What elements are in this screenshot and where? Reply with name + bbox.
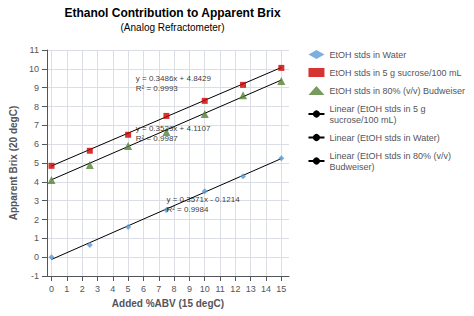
- svg-text:R² = 0.9987: R² = 0.9987: [136, 134, 179, 143]
- svg-text:0: 0: [49, 284, 54, 294]
- svg-text:Linear (EtOH stds in 80% (v/v): Linear (EtOH stds in 80% (v/v): [329, 151, 451, 161]
- svg-text:11: 11: [30, 45, 39, 55]
- svg-text:4: 4: [110, 284, 115, 294]
- svg-text:2: 2: [80, 284, 85, 294]
- svg-text:2: 2: [34, 215, 39, 225]
- svg-text:7: 7: [34, 120, 39, 130]
- svg-text:10: 10: [200, 284, 210, 294]
- svg-text:EtOH stds in Water: EtOH stds in Water: [329, 50, 406, 60]
- svg-text:1: 1: [64, 284, 69, 294]
- svg-text:Ethanol Contribution to Appare: Ethanol Contribution to Apparent Brix: [64, 6, 281, 20]
- svg-text:3: 3: [95, 284, 100, 294]
- svg-text:4: 4: [34, 177, 39, 187]
- svg-text:sucrose/100 mL): sucrose/100 mL): [329, 115, 396, 125]
- svg-text:y = 0.3571x - 0.1214: y = 0.3571x - 0.1214: [166, 195, 240, 204]
- svg-text:6: 6: [34, 139, 39, 149]
- svg-text:Linear (EtOH stds in 5 g: Linear (EtOH stds in 5 g: [329, 104, 425, 114]
- svg-text:EtOH stds in 80% (v/v) Budweis: EtOH stds in 80% (v/v) Budweiser: [329, 86, 465, 96]
- svg-text:Budweiser): Budweiser): [329, 162, 374, 172]
- svg-text:7: 7: [156, 284, 161, 294]
- svg-text:Linear (EtOH stds in Water): Linear (EtOH stds in Water): [329, 133, 439, 143]
- svg-text:9: 9: [187, 284, 192, 294]
- svg-text:12: 12: [230, 284, 240, 294]
- svg-text:Apparent Brix (20 degC): Apparent Brix (20 degC): [8, 106, 19, 220]
- svg-text:-1: -1: [31, 271, 39, 281]
- svg-text:R² = 0.9984: R² = 0.9984: [166, 205, 209, 214]
- svg-text:13: 13: [246, 284, 256, 294]
- svg-text:EtOH stds in 5 g sucrose/100 m: EtOH stds in 5 g sucrose/100 mL: [329, 68, 461, 78]
- svg-text:11: 11: [215, 284, 224, 294]
- svg-text:3: 3: [34, 196, 39, 206]
- svg-text:15: 15: [276, 284, 286, 294]
- svg-text:8: 8: [34, 102, 39, 112]
- svg-text:5: 5: [34, 158, 39, 168]
- svg-text:Added %ABV (15 degC): Added %ABV (15 degC): [112, 298, 224, 309]
- svg-text:5: 5: [126, 284, 131, 294]
- svg-text:14: 14: [261, 284, 271, 294]
- svg-text:y = 0.3529x + 4.1107: y = 0.3529x + 4.1107: [136, 124, 211, 133]
- svg-text:8: 8: [172, 284, 177, 294]
- svg-text:0: 0: [34, 252, 39, 262]
- svg-text:1: 1: [34, 233, 39, 243]
- svg-text:y = 0.3486x + 4.8429: y = 0.3486x + 4.8429: [136, 74, 212, 83]
- svg-text:6: 6: [141, 284, 146, 294]
- svg-text:10: 10: [29, 64, 39, 74]
- svg-text:R² = 0.9993: R² = 0.9993: [136, 84, 179, 93]
- svg-text:9: 9: [34, 83, 39, 93]
- svg-text:(Analog Refractometer): (Analog Refractometer): [121, 22, 225, 33]
